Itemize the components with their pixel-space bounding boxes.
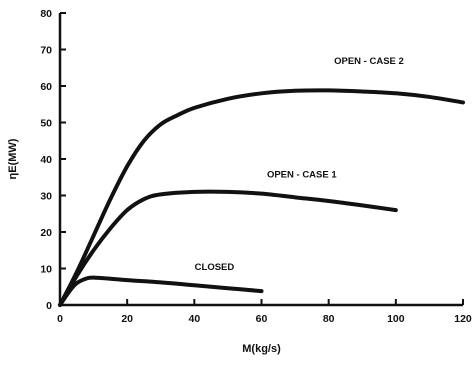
y-tick-label: 80: [40, 8, 52, 20]
series-labels: OPEN - CASE 2 OPEN - CASE 1 CLOSED: [195, 56, 404, 273]
y-tick-label: 30: [40, 191, 52, 203]
open-case-1-label: OPEN - CASE 1: [267, 169, 337, 180]
x-tick-label: 40: [188, 313, 200, 325]
y-tick-label: 50: [40, 118, 52, 130]
x-axis-title: M(kg/s): [242, 343, 281, 355]
open-case-2-line: [58, 88, 465, 307]
closed-label: CLOSED: [195, 262, 235, 273]
y-tick-label: 70: [40, 45, 52, 57]
x-tick-label: 80: [323, 313, 335, 325]
y-tick-label: 40: [40, 154, 52, 166]
y-tick-label: 60: [40, 81, 52, 93]
ticks: 0 20 40 60 80 100 120 0 10 20 30 40 50 60 70 80: [40, 8, 472, 325]
open-case-2-label: OPEN - CASE 2: [334, 56, 404, 67]
x-tick-label: 120: [454, 313, 472, 325]
series-lines: [58, 88, 465, 307]
open-case-1-line: [58, 189, 398, 307]
x-tick-label: 100: [387, 313, 405, 325]
x-tick-label: 60: [256, 313, 268, 325]
y-tick-label: 10: [40, 264, 52, 276]
y-axis-title: ηE(MW): [7, 138, 19, 179]
closed-line: [58, 275, 264, 307]
y-tick-label: 20: [40, 227, 52, 239]
y-tick-label: 0: [46, 300, 52, 312]
x-tick-label: 20: [121, 313, 133, 325]
x-tick-label: 0: [57, 313, 63, 325]
